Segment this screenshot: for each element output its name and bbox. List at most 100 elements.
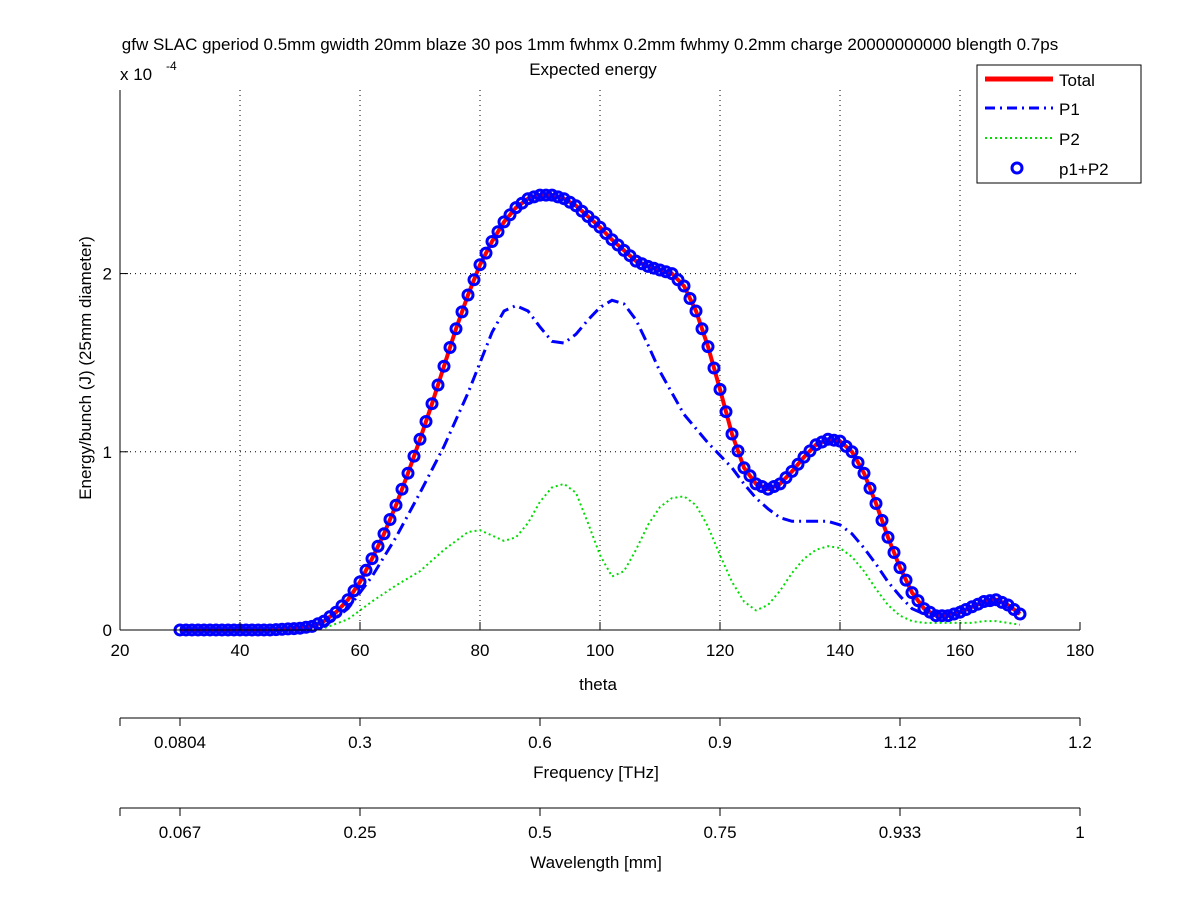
series-marker-p1p2 xyxy=(539,188,553,202)
series-marker-p1p2 xyxy=(683,292,697,305)
series-marker-p1p2 xyxy=(725,427,739,441)
series-marker-p1p2 xyxy=(653,263,667,277)
legend-swatch-p1p2 xyxy=(1010,161,1024,175)
series-line-p2 xyxy=(180,482,1021,631)
series-marker-p1p2 xyxy=(899,573,913,587)
series-marker-p1p2 xyxy=(413,432,427,446)
x-tick-label: 60 xyxy=(351,641,370,660)
series-marker-p1p2 xyxy=(731,444,745,458)
series-marker-p1p2 xyxy=(845,445,859,459)
series-marker-p1p2 xyxy=(485,235,499,248)
series-marker-p1p2 xyxy=(677,279,691,293)
series-marker-p1p2 xyxy=(377,527,391,541)
legend-label-total: Total xyxy=(1059,71,1095,90)
series-marker-p1p2 xyxy=(365,552,379,566)
series-marker-p1p2 xyxy=(479,246,493,260)
series-marker-p1p2 xyxy=(443,341,457,354)
series-marker-p1p2 xyxy=(545,188,559,202)
series-marker-p1p2 xyxy=(887,546,901,559)
series-marker-p1p2 xyxy=(743,469,757,483)
secondary-tick-label: 0.6 xyxy=(528,733,552,752)
series-marker-p1p2 xyxy=(401,466,415,480)
x-tick-label: 80 xyxy=(471,641,490,660)
series-marker-p1p2 xyxy=(719,405,733,419)
series-marker-p1p2 xyxy=(659,265,673,279)
series-marker-p1p2 xyxy=(947,607,961,621)
series-marker-p1p2 xyxy=(527,190,541,204)
x-tick-label: 40 xyxy=(231,641,250,660)
series-marker-p1p2 xyxy=(395,482,409,496)
legend-box xyxy=(976,64,1142,184)
x-tick-label: 180 xyxy=(1066,641,1094,660)
series-marker-p1p2 xyxy=(359,563,373,577)
series-marker-p1p2 xyxy=(425,397,439,411)
series-marker-p1p2 xyxy=(389,498,403,512)
secondary-tick-label: 0.067 xyxy=(159,823,202,842)
secondary-tick-label: 0.25 xyxy=(343,823,376,842)
legend: Total P1 P2 p1+P2 xyxy=(976,64,1142,184)
series-marker-p1p2 xyxy=(431,378,445,392)
series-marker-p1p2 xyxy=(287,622,301,636)
series-marker-p1p2 xyxy=(713,382,727,396)
series-marker-p1p2 xyxy=(863,481,877,495)
chart-title: gfw SLAC gperiod 0.5mm gwidth 20mm blaze… xyxy=(122,35,1058,54)
secondary-tick-label: 1 xyxy=(1075,823,1084,842)
series-marker-p1p2 xyxy=(983,594,997,608)
legend-label-p1: P1 xyxy=(1059,100,1080,119)
y-tick-label: 0 xyxy=(103,621,112,640)
series-marker-p1p2 xyxy=(341,593,355,607)
series-marker-p1p2 xyxy=(893,561,907,575)
series-marker-p1p2 xyxy=(407,449,421,463)
series-marker-p1p2 xyxy=(383,513,397,526)
wavelength-axis-label: Wavelength [mm] xyxy=(530,853,662,872)
secondary-tick-label: 0.9 xyxy=(708,733,732,752)
series-marker-p1p2 xyxy=(437,359,451,373)
series-marker-p1p2 xyxy=(737,461,751,475)
series-marker-p1p2 xyxy=(875,513,889,527)
secondary-tick-label: 0.75 xyxy=(703,823,736,842)
series-marker-p1p2 xyxy=(521,192,535,206)
chart-subtitle: Expected energy xyxy=(529,60,657,79)
y-tick-label: 1 xyxy=(103,443,112,462)
series-marker-p1p2 xyxy=(551,190,565,204)
x-tick-label: 160 xyxy=(946,641,974,660)
x-axis-label: theta xyxy=(579,675,617,694)
secondary-tick-label: 1.2 xyxy=(1068,733,1092,752)
series-marker-p1p2 xyxy=(857,466,871,480)
series-marker-p1p2 xyxy=(647,261,661,275)
series-marker-p1p2 xyxy=(353,575,367,589)
series-marker-p1p2 xyxy=(707,361,721,375)
series-marker-p1p2 xyxy=(851,456,865,469)
series-marker-p1p2 xyxy=(695,322,709,336)
series-marker-p1p2 xyxy=(929,609,943,623)
series-marker-p1p2 xyxy=(299,620,313,634)
secondary-tick-label: 0.5 xyxy=(528,823,552,842)
series-marker-p1p2 xyxy=(467,273,481,287)
x-tick-label: 120 xyxy=(706,641,734,660)
secondary-tick-label: 1.12 xyxy=(883,733,916,752)
series-marker-p1p2 xyxy=(1013,607,1027,621)
frequency-axis-label: Frequency [THz] xyxy=(533,763,659,782)
series-marker-p1p2 xyxy=(461,288,475,302)
secondary-tick-label: 0.0804 xyxy=(154,733,206,752)
x-tick-label: 140 xyxy=(826,641,854,660)
series-marker-p1p2 xyxy=(905,586,919,600)
series-marker-p1p2 xyxy=(449,322,463,336)
axes-layer: 20 40 60 80 100 120 140 160 180 0 1 2 xyxy=(103,90,1094,660)
series-marker-p1p2 xyxy=(935,609,949,623)
series-marker-p1p2 xyxy=(821,432,835,446)
series-marker-p1p2 xyxy=(881,530,895,544)
series-marker-p1p2 xyxy=(275,622,289,636)
series-line-p1 xyxy=(180,298,1021,632)
x-tick-label: 100 xyxy=(586,641,614,660)
series-marker-p1p2 xyxy=(455,305,469,319)
series-marker-p1p2 xyxy=(473,258,487,272)
secondary-tick-label: 0.933 xyxy=(879,823,922,842)
series-marker-p1p2 xyxy=(491,225,505,239)
series-marker-p1p2 xyxy=(371,539,385,553)
series-marker-p1p2 xyxy=(869,497,883,510)
series-marker-p1p2 xyxy=(533,188,547,202)
series-marker-p1p2 xyxy=(827,433,841,447)
series-marker-p1p2 xyxy=(293,621,307,635)
